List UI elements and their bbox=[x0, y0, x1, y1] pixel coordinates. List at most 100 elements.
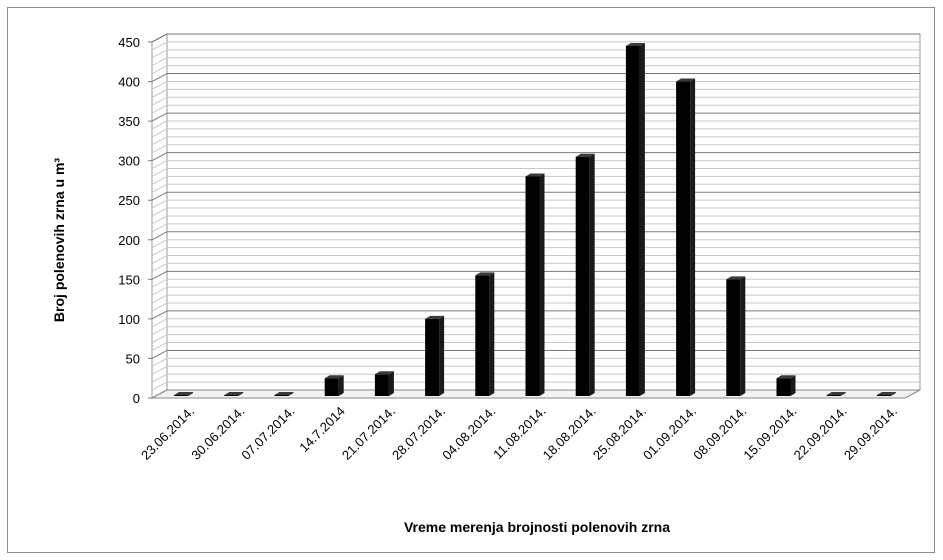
bar-front bbox=[575, 156, 590, 396]
side-gridline bbox=[151, 350, 168, 359]
side-gridline bbox=[151, 49, 168, 59]
bar bbox=[676, 78, 696, 397]
x-tick-label: 08.09.2014. bbox=[690, 404, 749, 463]
x-axis-title: Vreme merenja brojnosti polenovih zrna bbox=[404, 519, 670, 535]
bar-front bbox=[676, 81, 691, 397]
side-gridline bbox=[151, 318, 168, 328]
bar-front bbox=[525, 176, 540, 396]
x-tick-label: 01.09.2014. bbox=[640, 404, 699, 463]
y-tick-label: 400 bbox=[118, 75, 140, 90]
bar bbox=[374, 371, 394, 396]
y-tick-label: 250 bbox=[118, 193, 140, 208]
side-gridline bbox=[151, 262, 168, 272]
bar-top bbox=[324, 375, 344, 379]
side-gridline bbox=[151, 128, 168, 138]
bars bbox=[174, 42, 896, 397]
bar bbox=[625, 42, 645, 396]
x-tick-label: 18.08.2014. bbox=[540, 404, 599, 463]
bar-side bbox=[790, 375, 796, 396]
x-tick-label: 14.7.2014 bbox=[296, 404, 348, 456]
side-gridline bbox=[151, 278, 168, 288]
bar bbox=[726, 276, 746, 396]
bar bbox=[425, 315, 445, 396]
bar bbox=[475, 272, 495, 396]
y-tick-label: 450 bbox=[118, 35, 140, 50]
bar bbox=[776, 375, 796, 396]
side-gridline bbox=[151, 136, 168, 146]
side-gridline bbox=[151, 215, 168, 225]
side-gridline bbox=[151, 365, 168, 375]
bar-front bbox=[374, 374, 389, 396]
x-tick-label: 21.07.2014. bbox=[339, 404, 398, 463]
side-gridline bbox=[151, 231, 168, 241]
side-gridline bbox=[151, 310, 168, 320]
bar-front bbox=[876, 395, 891, 396]
bar bbox=[525, 173, 545, 396]
side-gridline bbox=[151, 373, 168, 383]
bar-front bbox=[826, 395, 841, 396]
y-tick-label: 50 bbox=[126, 351, 140, 366]
side-gridline bbox=[151, 168, 168, 177]
side-gridline bbox=[151, 270, 168, 280]
bar-side bbox=[740, 276, 746, 396]
side-gridline bbox=[151, 81, 168, 90]
side-gridline bbox=[151, 65, 168, 75]
bar-top bbox=[726, 276, 746, 280]
bar-side bbox=[639, 42, 645, 396]
y-tick-label: 200 bbox=[118, 233, 140, 248]
bar-side bbox=[238, 392, 244, 396]
bar-front bbox=[475, 275, 490, 396]
bar-top bbox=[826, 392, 846, 395]
side-gridline bbox=[151, 247, 168, 257]
bar-side bbox=[439, 315, 445, 396]
side-gridline bbox=[151, 160, 168, 170]
side-gridline bbox=[151, 152, 168, 162]
bar-side bbox=[288, 392, 294, 396]
y-tick-label: 300 bbox=[118, 154, 140, 169]
bar bbox=[575, 153, 595, 396]
y-tick-label: 100 bbox=[118, 312, 140, 327]
side-gridline bbox=[151, 57, 168, 67]
bar bbox=[174, 392, 194, 396]
x-tick-label: 07.07.2014. bbox=[238, 404, 297, 463]
bar bbox=[826, 392, 846, 396]
side-gridline bbox=[151, 199, 168, 209]
bar-top bbox=[224, 392, 244, 395]
x-tick-label: 25.08.2014. bbox=[590, 404, 649, 463]
y-tick-label: 350 bbox=[118, 114, 140, 129]
bar-side bbox=[188, 392, 194, 396]
side-gridline bbox=[151, 239, 168, 249]
side-gridline bbox=[151, 207, 168, 217]
side-gridline bbox=[151, 73, 168, 82]
side-gridline bbox=[151, 357, 168, 367]
x-tick-label: 04.08.2014. bbox=[439, 404, 498, 463]
side-gridline bbox=[151, 286, 168, 296]
bar-top bbox=[676, 78, 696, 82]
bar-top bbox=[625, 42, 645, 46]
bar bbox=[224, 392, 244, 396]
bar-side bbox=[489, 272, 495, 396]
y-axis-title: Broj polenovih zrna u m³ bbox=[51, 158, 67, 322]
bar bbox=[274, 392, 294, 396]
side-gridline bbox=[151, 183, 168, 193]
bar-front bbox=[726, 279, 741, 396]
bar-top bbox=[525, 173, 545, 177]
side-gridline bbox=[151, 88, 168, 98]
bar-side bbox=[589, 153, 595, 396]
side-gridline bbox=[151, 334, 168, 344]
bar-top bbox=[174, 392, 194, 395]
side-gridline bbox=[151, 255, 168, 264]
side-gridline bbox=[151, 175, 168, 185]
side-gridline bbox=[151, 33, 168, 43]
x-axis-ticks: 23.06.2014.30.06.2014.07.07.2014.14.7.20… bbox=[138, 404, 900, 463]
side-gridline bbox=[151, 96, 168, 106]
bar-front bbox=[274, 395, 289, 396]
bar-top bbox=[776, 375, 796, 379]
bar-front bbox=[174, 395, 189, 396]
side-gridline bbox=[151, 381, 168, 391]
bar-front bbox=[425, 318, 440, 396]
side-gridline bbox=[151, 302, 168, 312]
bar-side bbox=[890, 392, 896, 396]
y-tick-label: 0 bbox=[133, 391, 140, 406]
